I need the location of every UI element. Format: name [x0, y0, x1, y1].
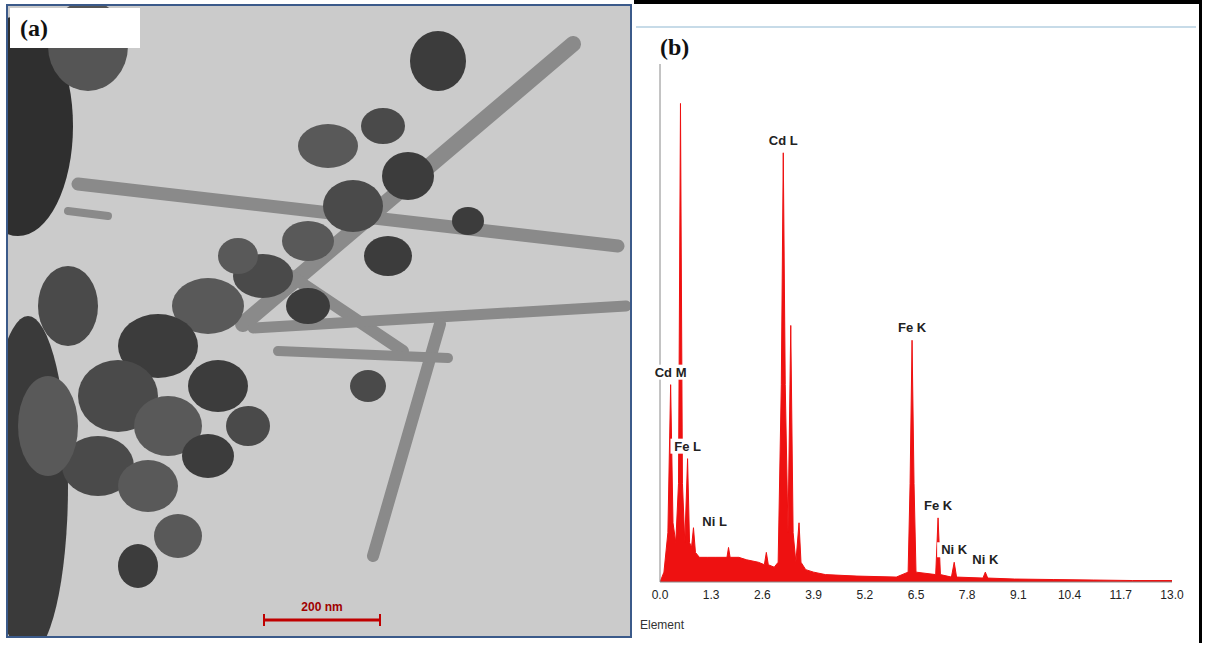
svg-text:1.3: 1.3: [703, 588, 720, 602]
svg-text:Fe K: Fe K: [898, 320, 927, 335]
svg-text:6.5: 6.5: [908, 588, 925, 602]
html-text:Element: Element: [640, 618, 684, 632]
svg-text:200 nm: 200 nm: [301, 600, 342, 614]
svg-text:7.8: 7.8: [959, 588, 976, 602]
svg-text:Ni K: Ni K: [972, 552, 999, 567]
svg-text:9.1: 9.1: [1010, 588, 1027, 602]
svg-text:3.9: 3.9: [805, 588, 822, 602]
svg-text:5.2: 5.2: [856, 588, 873, 602]
svg-text:Fe K: Fe K: [924, 498, 953, 513]
svg-text:Fe L: Fe L: [674, 439, 701, 454]
html-text:(b): (b): [660, 34, 690, 60]
svg-text:Ni K: Ni K: [941, 542, 968, 557]
svg-text:10.4: 10.4: [1058, 588, 1082, 602]
svg-text:Cd L: Cd L: [769, 133, 798, 148]
svg-text:13.0: 13.0: [1160, 588, 1184, 602]
svg-text:2.6: 2.6: [754, 588, 771, 602]
svg-text:11.7: 11.7: [1110, 588, 1133, 602]
html-text:(a): (a): [20, 15, 48, 41]
svg-text:0.0: 0.0: [652, 588, 669, 602]
svg-text:Ni L: Ni L: [702, 514, 727, 529]
svg-text:Cd M: Cd M: [655, 365, 687, 380]
